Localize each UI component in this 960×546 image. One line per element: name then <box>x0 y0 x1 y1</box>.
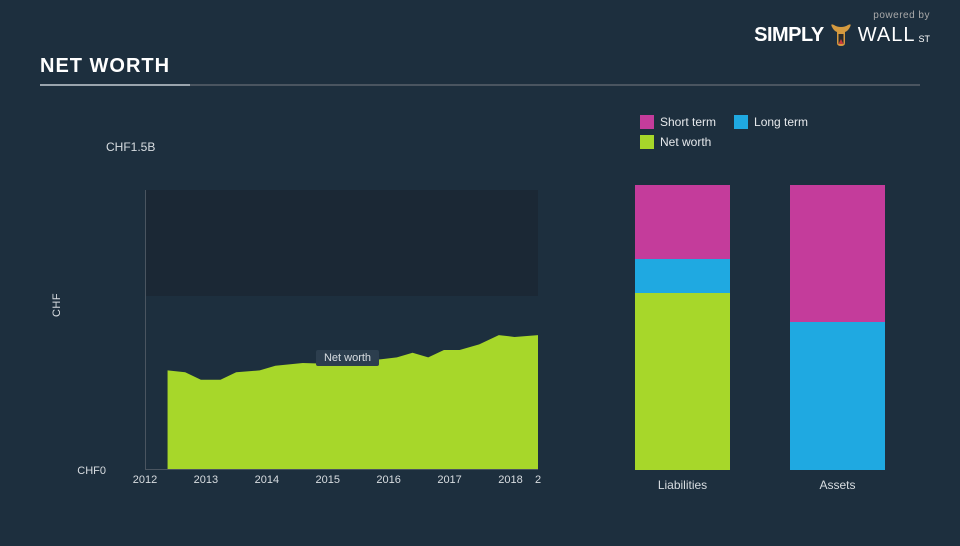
legend-net-worth: Net worth <box>640 135 900 149</box>
bar-label: Assets <box>790 478 885 492</box>
bull-icon <box>827 21 855 49</box>
bar-seg-long_term <box>790 322 885 470</box>
bar-seg-net_worth <box>635 293 730 470</box>
x-tick-label: 2017 <box>437 474 461 486</box>
brand-wall: WALL <box>858 24 916 47</box>
legend-short-term: Short term <box>640 115 716 129</box>
series-tooltip: Net worth <box>316 350 379 366</box>
x-ticks: 20122013201420152016201720182 <box>145 474 538 490</box>
brand-logo: powered by SIMPLY WALL ST <box>754 10 930 49</box>
legend-label-net-worth: Net worth <box>660 135 711 149</box>
brand-st: ST <box>918 34 930 44</box>
x-tick-label: 2018 <box>498 474 522 486</box>
x-tick-label: 2014 <box>255 474 279 486</box>
area-plot: Net worth <box>145 190 538 470</box>
legend-label-long-term: Long term <box>754 115 808 129</box>
bar-seg-short_term <box>635 185 730 259</box>
legend-long-term: Long term <box>734 115 808 129</box>
bar-liabilities: Liabilities <box>635 185 730 470</box>
net-worth-area-chart: CHF1.5B CHF Net worth CHF0 2012201320142… <box>100 140 538 470</box>
dark-band <box>146 190 538 296</box>
page-title: NET WORTH <box>40 55 920 84</box>
powered-by-text: powered by <box>754 10 930 21</box>
title-underline <box>40 84 920 86</box>
x-tick-label: 2 <box>535 474 541 486</box>
y-zero-label: CHF0 <box>62 465 106 477</box>
legend: Short term Long term Net worth <box>640 115 900 149</box>
brand-simply: SIMPLY <box>754 24 824 47</box>
swatch-long-term <box>734 115 748 129</box>
x-tick-label: 2016 <box>376 474 400 486</box>
bar-seg-long_term <box>635 259 730 293</box>
y-axis-label: CHF <box>51 293 63 317</box>
bar-assets: Assets <box>790 185 885 470</box>
x-tick-label: 2015 <box>315 474 339 486</box>
swatch-short-term <box>640 115 654 129</box>
x-tick-label: 2012 <box>133 474 157 486</box>
stacked-bar-chart: Liabilities Assets <box>635 185 895 470</box>
swatch-net-worth <box>640 135 654 149</box>
bar-label: Liabilities <box>635 478 730 492</box>
y-top-label: CHF1.5B <box>106 140 155 154</box>
bar-seg-short_term <box>790 185 885 322</box>
legend-label-short-term: Short term <box>660 115 716 129</box>
x-tick-label: 2013 <box>194 474 218 486</box>
